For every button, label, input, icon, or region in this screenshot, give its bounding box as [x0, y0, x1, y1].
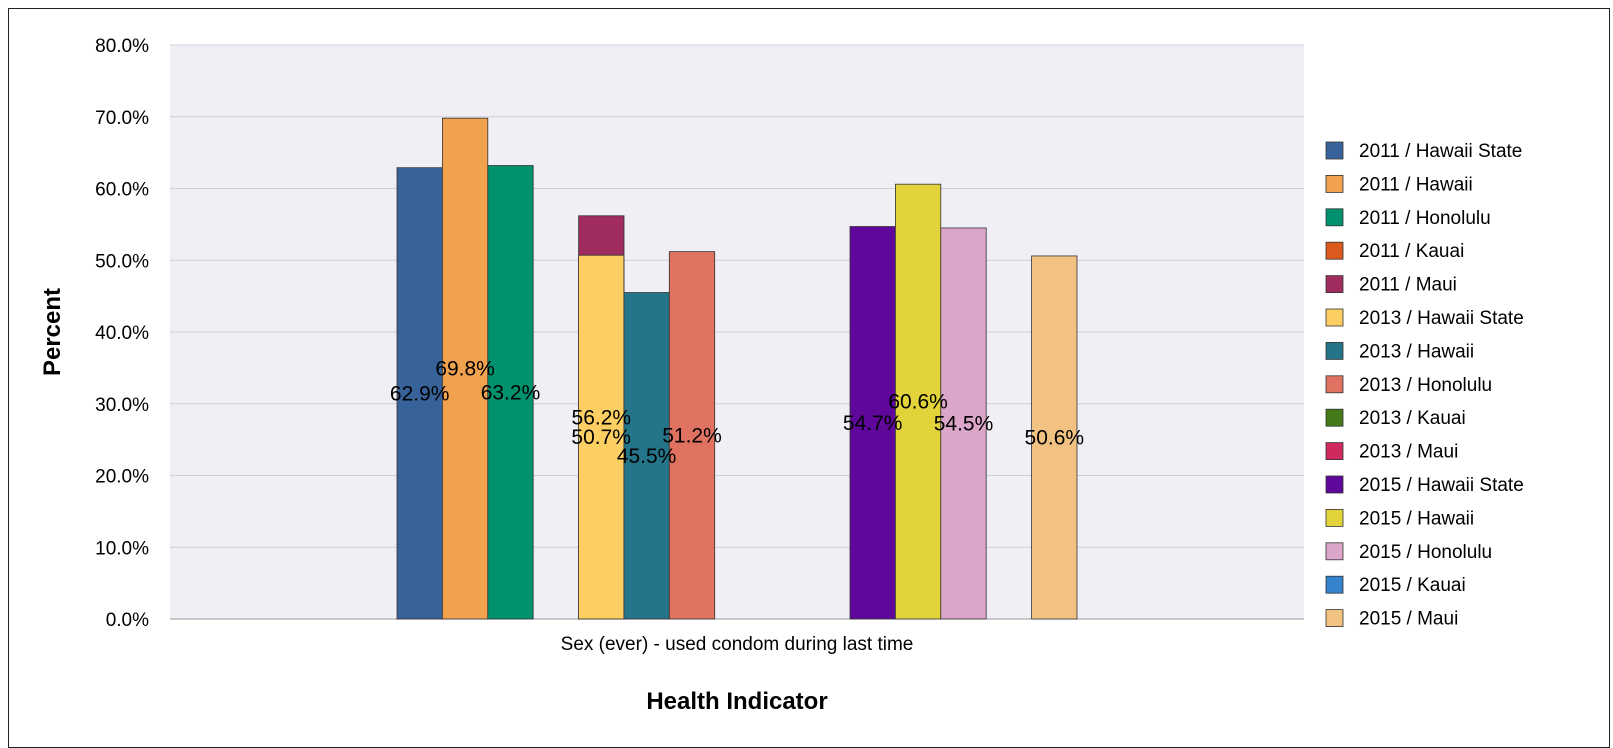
legend-swatch — [1325, 275, 1344, 294]
data-label: 56.2% — [572, 406, 632, 429]
data-label: 62.9% — [390, 382, 450, 405]
legend-swatch — [1325, 141, 1344, 160]
legend-item: 2011 / Kauai — [1359, 241, 1464, 262]
legend-swatch — [1325, 408, 1344, 427]
legend: 2011 / Hawaii State 2011 / Hawaii 2011 / H… — [1325, 141, 1524, 630]
legend-swatch — [1325, 575, 1344, 594]
legend-item: 2011 / Hawaii State — [1359, 141, 1522, 162]
x-category-label: Sex (ever) - used condom during last tim… — [561, 634, 914, 655]
y-tick-label: 10.0% — [95, 538, 149, 559]
bar — [578, 254, 625, 620]
bar — [940, 227, 987, 620]
legend-item: 2015 / Kauai — [1359, 575, 1466, 596]
data-label: 50.7% — [571, 426, 631, 449]
legend-item: 2015 / Honolulu — [1359, 542, 1492, 563]
gridlines — [170, 44, 1304, 620]
data-labels: 62.9%69.8%63.2% 56.2%50.7%45.5%51.2% 54.7%… — [390, 358, 1084, 468]
y-tick-label: 50.0% — [95, 251, 149, 272]
y-tick-labels: 0.0% 10.0% 20.0% 30.0% 40.0% 50.0% 60.0% 70.0% 8… — [95, 36, 149, 631]
legend-item: 2011 / Maui — [1359, 275, 1457, 296]
y-tick-label: 70.0% — [95, 108, 149, 129]
legend-swatch — [1325, 308, 1344, 327]
legend-item: 2013 / Honolulu — [1359, 375, 1492, 396]
y-tick-label: 60.0% — [95, 180, 149, 201]
y-tick-label: 80.0% — [95, 36, 149, 57]
legend-swatch — [1325, 442, 1344, 461]
legend-swatch — [1325, 174, 1344, 193]
legend-item: 2013 / Hawaii — [1359, 341, 1474, 362]
legend-swatch — [1325, 375, 1344, 394]
y-axis-title: Percent — [39, 288, 66, 376]
data-label: 51.2% — [662, 424, 722, 447]
legend-item: 2015 / Hawaii State — [1359, 475, 1524, 496]
data-label: 63.2% — [481, 381, 541, 404]
legend-item: 2015 / Hawaii — [1359, 508, 1474, 529]
y-tick-label: 40.0% — [95, 323, 149, 344]
bar — [441, 117, 489, 620]
data-label: 60.6% — [888, 391, 948, 414]
legend-item: 2013 / Kauai — [1359, 408, 1466, 429]
legend-swatch — [1325, 542, 1344, 561]
bar — [849, 226, 896, 620]
legend-item: 2011 / Honolulu — [1359, 208, 1491, 229]
legend-swatch — [1325, 475, 1344, 494]
bar — [668, 251, 716, 620]
legend-swatch — [1325, 341, 1344, 360]
y-tick-label: 0.0% — [106, 610, 149, 631]
legend-swatch — [1325, 508, 1344, 527]
legend-swatch — [1325, 241, 1344, 260]
legend-item: 2011 / Hawaii — [1359, 174, 1473, 195]
bar — [623, 292, 670, 620]
y-tick-label: 20.0% — [95, 467, 149, 488]
y-tick-label: 30.0% — [95, 395, 149, 416]
bar — [895, 183, 942, 620]
bar — [487, 165, 534, 620]
data-label: 45.5% — [617, 445, 677, 468]
bar — [1031, 255, 1078, 620]
bar — [396, 167, 443, 620]
data-label: 69.8% — [435, 358, 495, 381]
bars — [396, 117, 1078, 620]
legend-item: 2013 / Maui — [1359, 442, 1458, 463]
x-axis-title: Health Indicator — [646, 688, 827, 715]
data-label: 54.7% — [843, 412, 903, 435]
data-label: 54.5% — [934, 412, 994, 435]
legend-item: 2013 / Hawaii State — [1359, 308, 1524, 329]
legend-item: 2015 / Maui — [1359, 609, 1458, 630]
legend-swatch — [1325, 609, 1344, 627]
data-label: 50.6% — [1025, 426, 1085, 449]
legend-swatch — [1325, 208, 1344, 227]
